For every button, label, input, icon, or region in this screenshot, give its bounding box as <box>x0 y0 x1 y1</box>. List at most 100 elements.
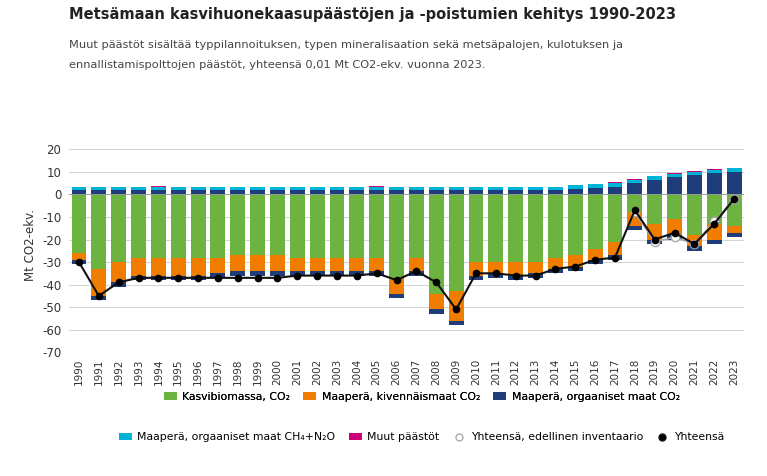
Bar <box>290 187 304 190</box>
Bar <box>389 294 404 298</box>
Bar <box>607 182 622 183</box>
Yhteensä <box>332 273 341 278</box>
Bar <box>409 190 424 194</box>
Yhteensä <box>392 277 401 283</box>
Yhteensä <box>74 259 84 265</box>
Bar <box>270 255 285 271</box>
Yhteensä <box>591 257 600 263</box>
Bar <box>489 262 503 273</box>
Bar <box>191 190 206 194</box>
Yhteensä <box>153 275 163 281</box>
Bar <box>489 194 503 262</box>
Bar <box>568 194 583 255</box>
Bar <box>330 190 344 194</box>
Bar <box>191 276 206 280</box>
Yhteensä <box>531 273 540 278</box>
Bar <box>270 194 285 255</box>
Bar <box>111 282 126 287</box>
Bar <box>389 194 404 278</box>
Bar <box>290 258 304 271</box>
Bar <box>71 194 87 253</box>
Bar <box>667 194 682 219</box>
Bar <box>191 194 206 258</box>
Yhteensä, edellinen inventaario <box>650 239 660 245</box>
Bar <box>310 190 324 194</box>
Yhteensä <box>114 279 123 285</box>
Bar <box>449 190 463 194</box>
Bar <box>250 255 265 271</box>
Bar <box>548 269 563 273</box>
Bar <box>706 194 722 224</box>
Bar <box>607 187 622 194</box>
Bar <box>687 175 702 194</box>
Yhteensä <box>511 273 520 278</box>
Bar <box>627 212 642 226</box>
Yhteensä <box>432 279 441 285</box>
Bar <box>726 194 742 226</box>
Text: Muut päästöt sisältää typpilannoituksen, typen mineralisaation sekä metsäpalojen: Muut päästöt sisältää typpilannoituksen,… <box>69 40 623 50</box>
Bar <box>350 258 364 271</box>
Bar <box>151 258 166 276</box>
Bar <box>111 187 126 190</box>
Bar <box>71 253 87 260</box>
Bar <box>71 190 87 194</box>
Bar <box>230 271 245 276</box>
Bar <box>91 190 107 194</box>
Bar <box>469 276 483 280</box>
Yhteensä <box>472 270 481 276</box>
Bar <box>548 190 563 194</box>
Yhteensä <box>372 270 381 276</box>
Bar <box>171 187 186 190</box>
Yhteensä <box>571 264 580 269</box>
Bar <box>389 190 404 194</box>
Bar <box>350 190 364 194</box>
Bar <box>250 271 265 276</box>
Bar <box>548 187 563 190</box>
Bar <box>489 273 503 278</box>
Bar <box>330 271 344 276</box>
Yhteensä, edellinen inventaario <box>709 218 719 224</box>
Bar <box>607 183 622 187</box>
Bar <box>667 235 682 239</box>
Y-axis label: Mt CO2-ekv.: Mt CO2-ekv. <box>24 209 37 281</box>
Yhteensä <box>709 221 719 227</box>
Bar <box>568 255 583 267</box>
Bar <box>588 194 603 248</box>
Bar <box>290 271 304 276</box>
Bar <box>469 194 483 262</box>
Yhteensä <box>690 241 699 247</box>
Bar <box>647 176 662 177</box>
Yhteensä <box>491 270 500 276</box>
Bar <box>706 173 722 194</box>
Bar <box>726 172 742 194</box>
Bar <box>429 194 444 294</box>
Bar <box>131 190 146 194</box>
Bar <box>627 180 642 183</box>
Bar <box>171 190 186 194</box>
Bar <box>131 276 146 280</box>
Bar <box>667 174 682 178</box>
Yhteensä, edellinen inventaario <box>729 196 739 202</box>
Bar <box>389 187 404 190</box>
Bar <box>91 296 107 300</box>
Bar <box>210 194 225 258</box>
Bar <box>91 194 107 269</box>
Bar <box>687 235 702 246</box>
Bar <box>627 226 642 230</box>
Bar <box>290 190 304 194</box>
Yhteensä, edellinen inventaario <box>670 234 679 240</box>
Bar <box>528 187 543 190</box>
Yhteensä <box>670 230 679 236</box>
Bar <box>548 258 563 269</box>
Bar <box>369 194 384 258</box>
Bar <box>210 258 225 273</box>
Text: ennallistamispolttojen päästöt, yhteensä 0,01 Mt CO2-ekv. vuonna 2023.: ennallistamispolttojen päästöt, yhteensä… <box>69 60 486 69</box>
Bar <box>409 271 424 276</box>
Bar <box>250 187 265 190</box>
Yhteensä <box>173 275 183 281</box>
Bar <box>111 190 126 194</box>
Bar <box>210 190 225 194</box>
Bar <box>588 188 603 194</box>
Bar <box>151 194 166 258</box>
Bar <box>509 190 523 194</box>
